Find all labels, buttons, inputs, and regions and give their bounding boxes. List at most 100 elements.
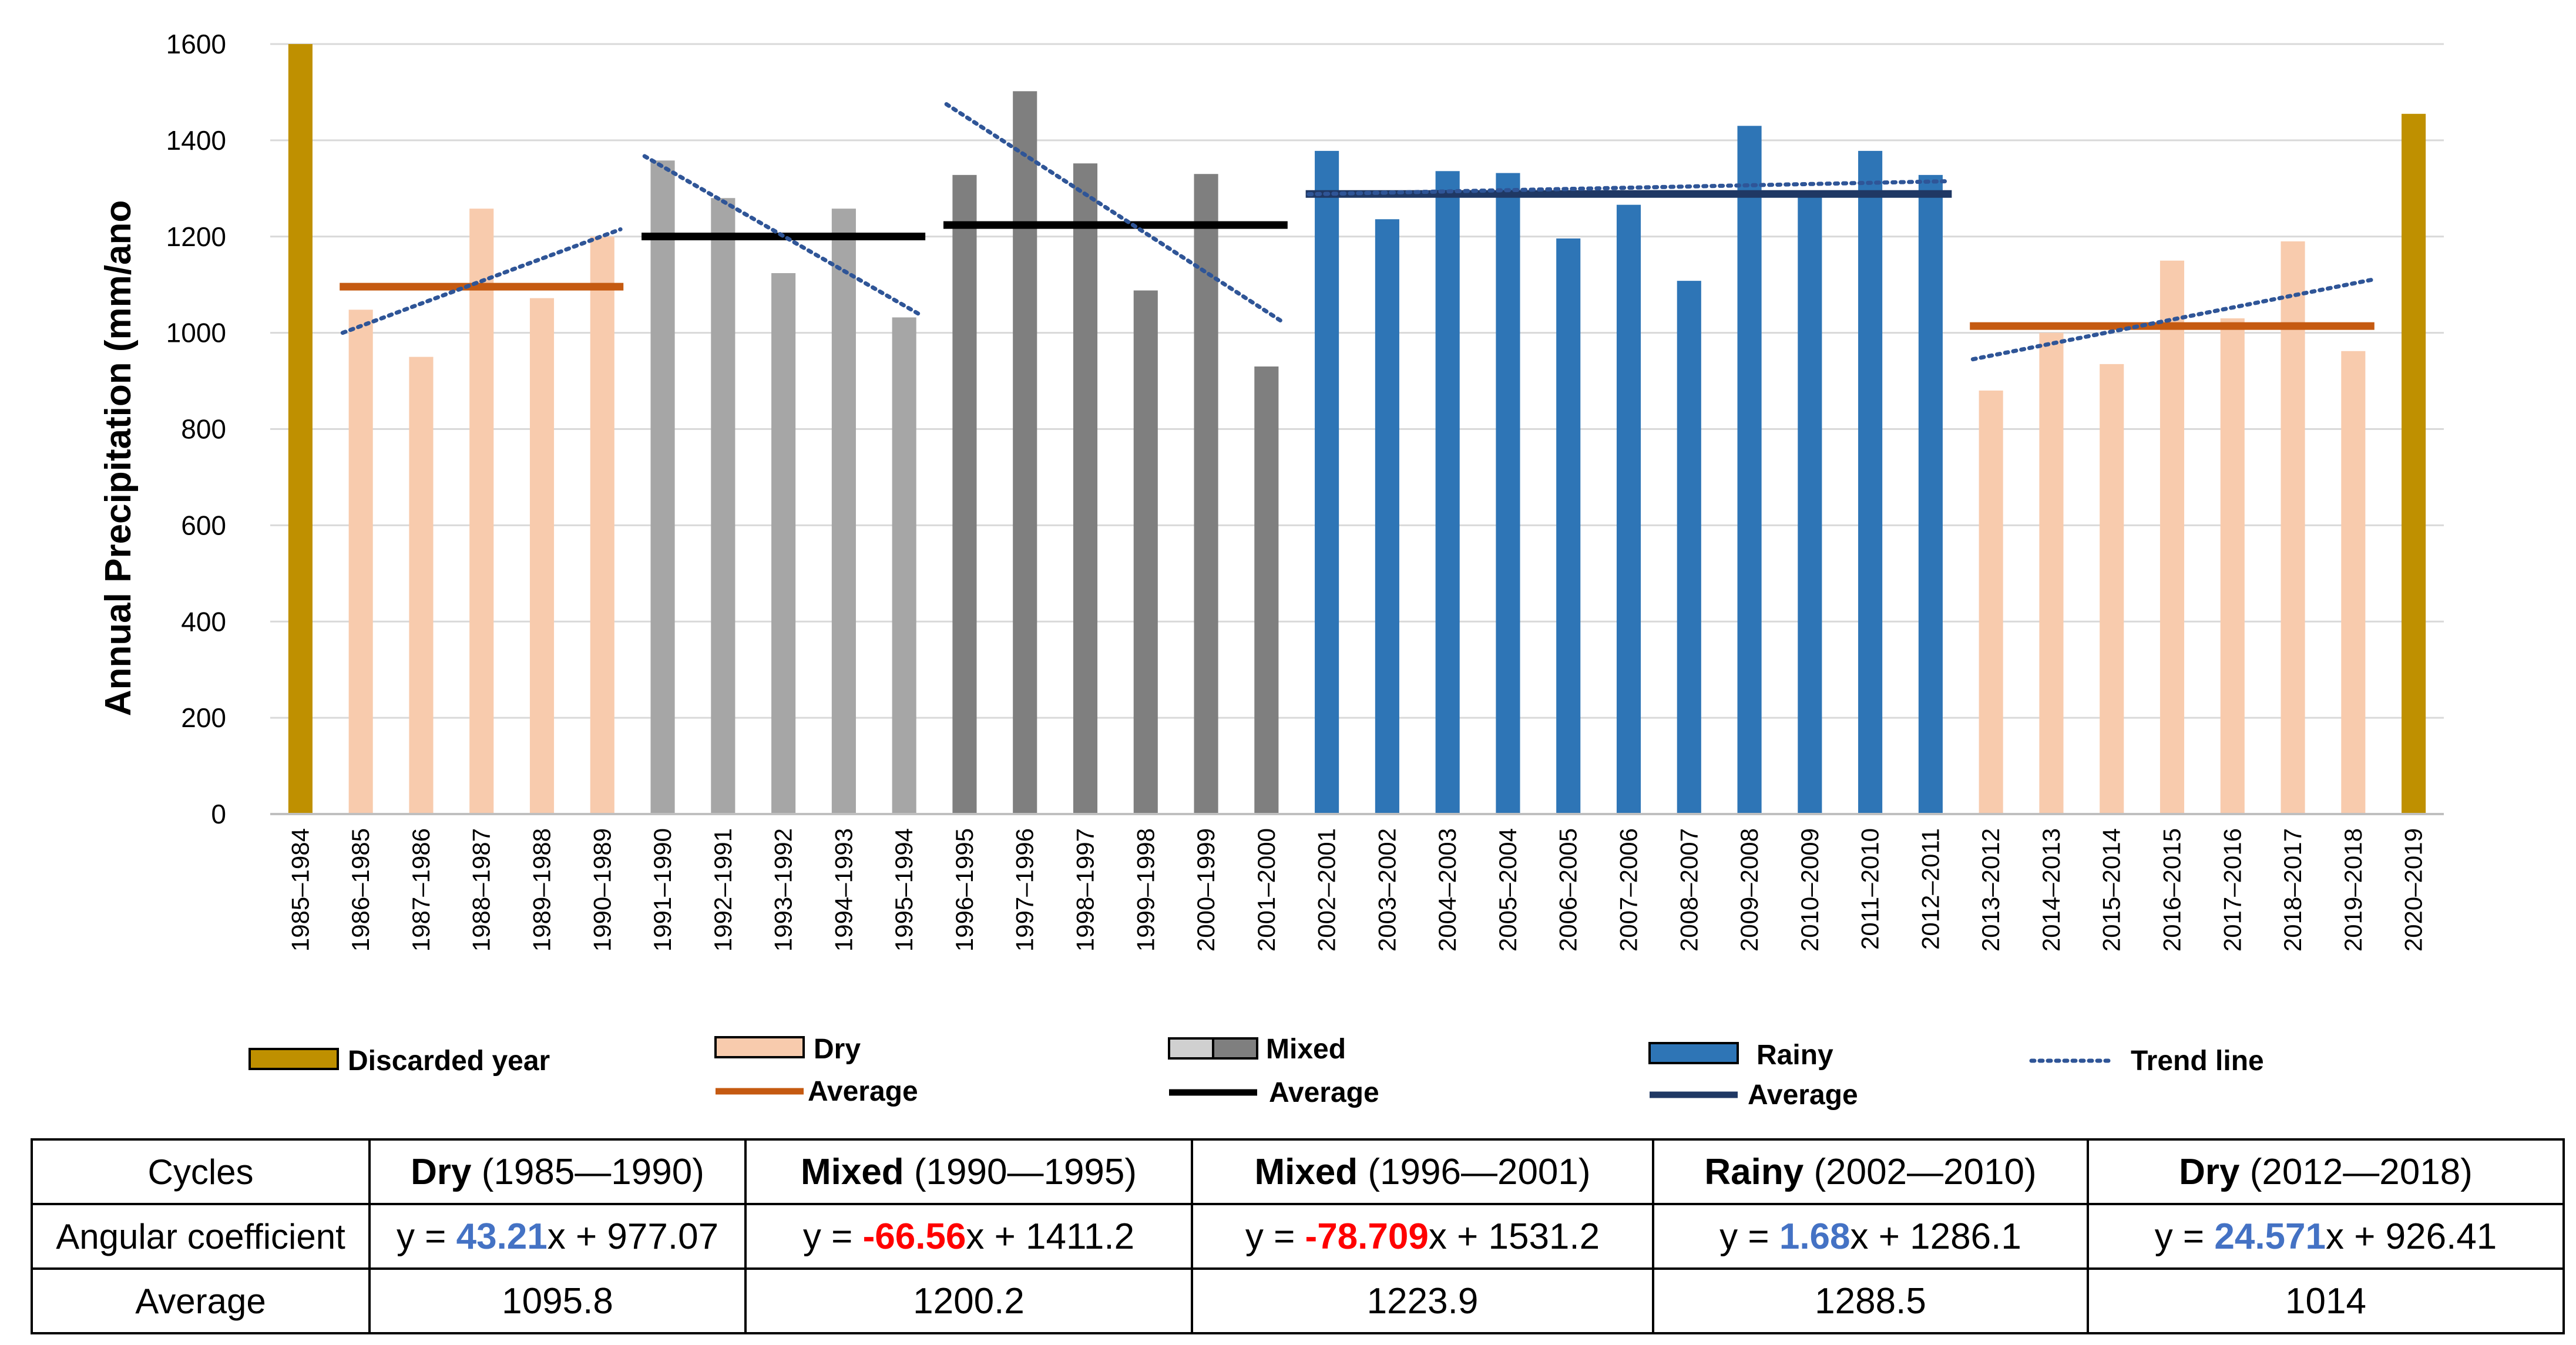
x-tick-label: 1988–1987 — [468, 828, 495, 951]
eq-suffix: x + 1411.2 — [966, 1216, 1135, 1257]
eq-slope: -66.56 — [862, 1216, 966, 1257]
average-value-0: 1095.8 — [368, 1267, 747, 1334]
x-tick-label: 1985–1984 — [286, 828, 314, 951]
x-axis-ticks: 1985–1984 1986–1985 1987–1986 1988–1987 1989… — [286, 828, 2427, 951]
bar — [1315, 150, 1339, 814]
x-tick-label: 2007–2006 — [1615, 828, 1643, 951]
equation-4: y = 24.571x + 926.41 — [2087, 1203, 2565, 1270]
cycle-name: Rainy — [1704, 1151, 1804, 1192]
bar — [1254, 366, 1279, 814]
equation-1: y = -66.56x + 1411.2 — [744, 1203, 1193, 1270]
y-tick-label: 400 — [181, 606, 226, 637]
bar — [1616, 204, 1641, 814]
eq-suffix: x + 1286.1 — [1850, 1216, 2021, 1257]
average-value-4: 1014 — [2087, 1267, 2565, 1334]
x-tick-label: 1987–1986 — [407, 828, 435, 951]
cycle-period: (1996—2001) — [1358, 1151, 1591, 1192]
x-tick-label: 2019–2018 — [2339, 828, 2367, 951]
x-tick-label: 2020–2019 — [2400, 828, 2427, 951]
cycle-header-1: Mixed (1990—1995) — [744, 1138, 1193, 1205]
bar — [2402, 113, 2426, 815]
x-tick-label: 1990–1989 — [588, 828, 616, 951]
legend-label-dry-average: Average — [808, 1076, 918, 1107]
trend-lines — [340, 102, 2374, 362]
equation-3: y = 1.68x + 1286.1 — [1652, 1203, 2089, 1270]
bar — [2159, 260, 2185, 814]
legend: Discarded year Dry Average Mixed Average… — [248, 1034, 2264, 1111]
bars — [288, 44, 2426, 815]
trend-line — [340, 227, 623, 335]
eq-slope: 1.68 — [1779, 1216, 1850, 1257]
x-tick-label: 1989–1988 — [528, 828, 556, 951]
eq-suffix: x + 977.07 — [547, 1216, 719, 1257]
bar — [348, 310, 373, 814]
bar — [2100, 364, 2124, 814]
bar — [2341, 351, 2366, 814]
table-row-coef: Angular coefficient y = 43.21x + 977.07 … — [31, 1203, 2565, 1270]
y-tick-label: 1000 — [166, 318, 226, 348]
x-tick-label: 2003–2002 — [1373, 828, 1400, 951]
x-tick-label: 2014–2013 — [2037, 828, 2065, 951]
y-tick-label: 600 — [181, 510, 226, 540]
x-tick-label: 1995–1994 — [890, 828, 918, 951]
legend-label-dry: Dry — [814, 1034, 861, 1065]
legend-swatch-rainy — [1648, 1042, 1739, 1064]
cycle-period: (1985—1990) — [471, 1151, 704, 1192]
average-value-1: 1200.2 — [744, 1267, 1193, 1334]
cycle-name: Dry — [2179, 1151, 2240, 1192]
x-tick-label: 2004–2003 — [1433, 828, 1461, 951]
average-lines — [340, 190, 2375, 330]
legend-swatch-dry — [714, 1036, 805, 1058]
eq-suffix: x + 1531.2 — [1428, 1216, 1600, 1257]
bar — [409, 357, 434, 814]
trend-line — [1307, 179, 1951, 197]
bar — [1073, 163, 1098, 815]
bar — [1858, 150, 1883, 814]
legend-label-rainy: Rainy — [1756, 1040, 1833, 1071]
x-tick-label: 2008–2007 — [1675, 828, 1702, 951]
cycle-header-0: Dry (1985—1990) — [368, 1138, 747, 1205]
x-tick-label: 2000–1999 — [1192, 828, 1220, 951]
table-row-cycles: Cycles Dry (1985—1990) Mixed (1990—1995)… — [31, 1138, 2565, 1205]
eq-prefix: y = — [1245, 1216, 1305, 1257]
y-tick-label: 1400 — [166, 125, 226, 156]
x-tick-label: 2015–2014 — [2098, 828, 2125, 951]
x-tick-label: 2011–2010 — [1856, 828, 1884, 950]
y-tick-label: 800 — [181, 414, 226, 445]
y-tick-label: 1600 — [166, 29, 226, 59]
bar — [1918, 174, 1943, 814]
trend-line — [1970, 277, 2374, 362]
bar — [2039, 332, 2064, 814]
legend-item-discarded: Discarded year — [248, 1045, 550, 1077]
legend-item-mixed: Mixed Average — [1168, 1034, 1379, 1108]
cycle-header-2: Mixed (1996—2001) — [1191, 1138, 1654, 1205]
legend-label-trend: Trend line — [2131, 1045, 2264, 1077]
eq-slope: 43.21 — [456, 1216, 548, 1257]
legend-swatch-mixed-dark — [1212, 1037, 1258, 1060]
bar — [1677, 281, 1701, 814]
x-tick-label: 1996–1995 — [951, 828, 978, 951]
bar — [529, 298, 555, 814]
eq-prefix: y = — [396, 1216, 456, 1257]
row-label-cycles: Cycles — [31, 1138, 371, 1205]
eq-suffix: x + 926.41 — [2326, 1216, 2497, 1257]
bar — [831, 209, 856, 814]
y-tick-label: 1200 — [166, 221, 226, 252]
x-tick-label: 1991–1990 — [649, 828, 676, 951]
bar — [1133, 290, 1158, 814]
legend-label-discarded: Discarded year — [348, 1045, 550, 1077]
legend-label-rainy-average: Average — [1748, 1080, 1858, 1111]
x-tick-label: 2017–2016 — [2218, 828, 2246, 951]
x-tick-label: 2012–2011 — [1916, 828, 1944, 950]
cycle-name: Mixed — [1254, 1151, 1358, 1192]
y-tick-label: 200 — [181, 702, 226, 733]
bar — [1375, 219, 1399, 814]
bar — [952, 174, 977, 814]
bar — [288, 44, 313, 814]
x-tick-label: 1994–1993 — [829, 828, 857, 951]
table-row-average: Average 1095.8 1200.2 1223.9 1288.5 1014 — [31, 1267, 2565, 1334]
bar — [1556, 238, 1581, 815]
bar — [650, 160, 675, 814]
x-tick-label: 1986–1985 — [347, 828, 374, 951]
eq-slope: 24.571 — [2214, 1216, 2326, 1257]
